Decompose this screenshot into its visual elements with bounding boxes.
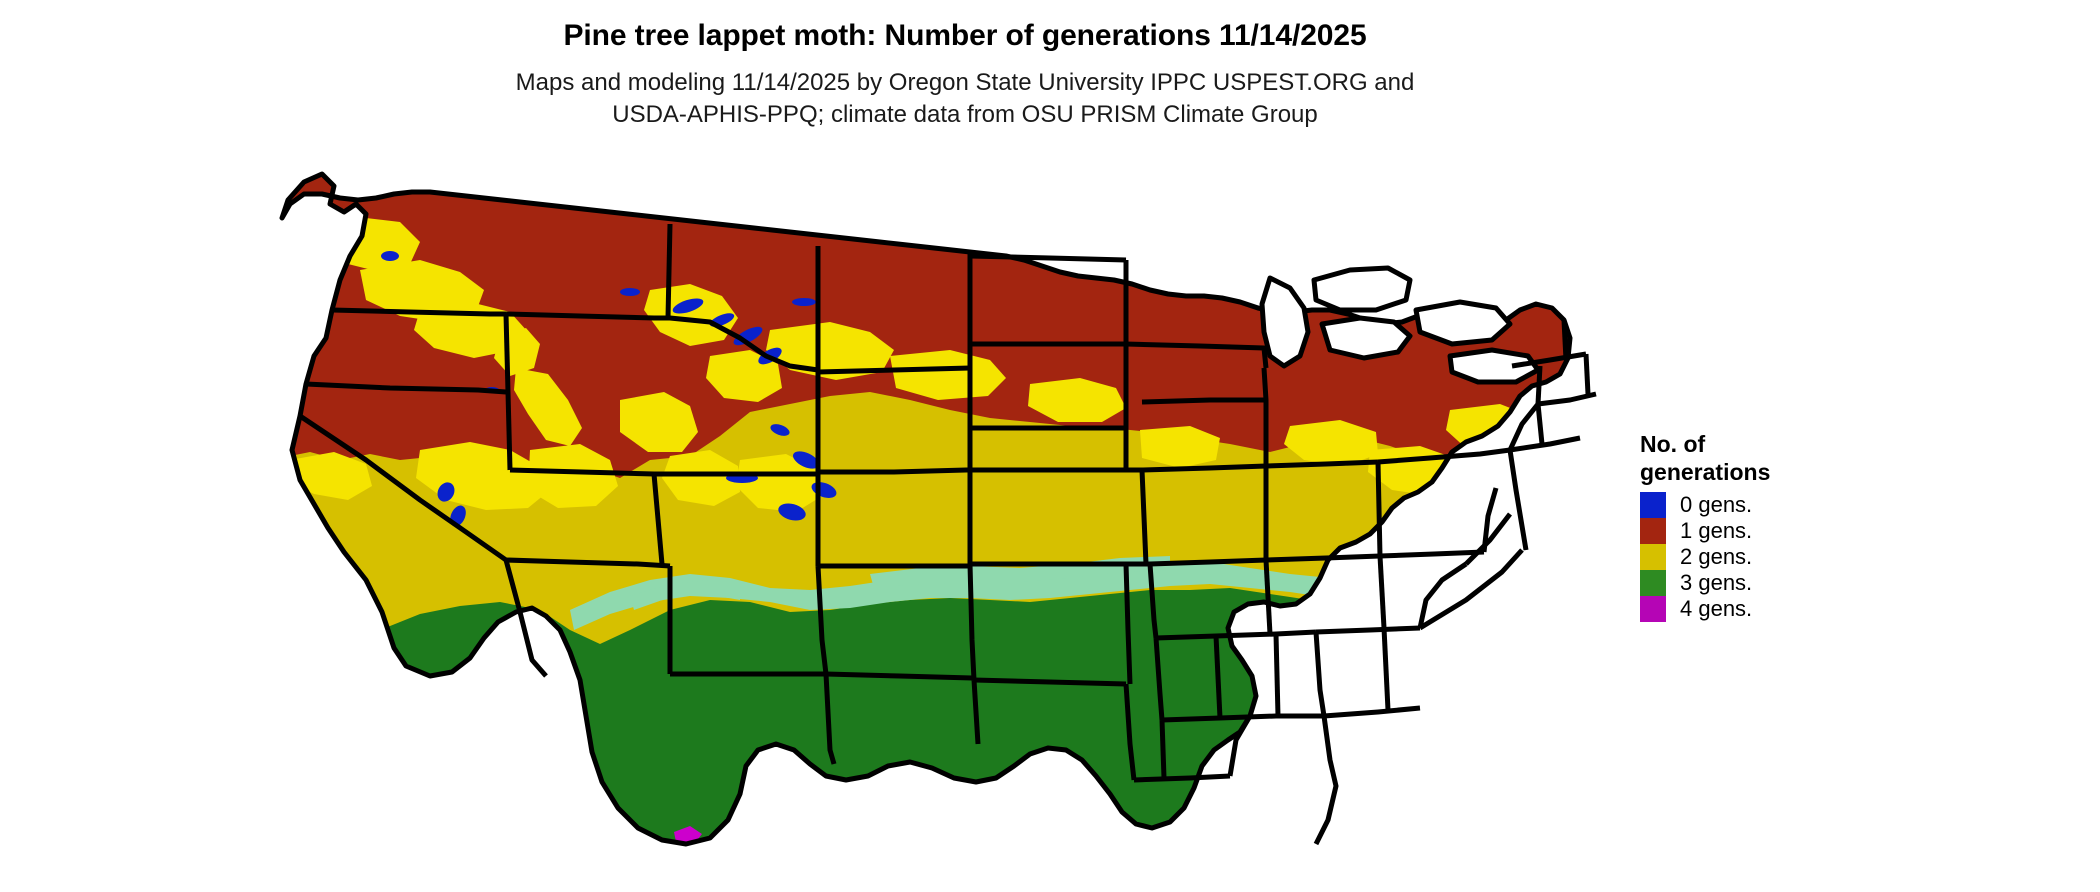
subtitle-line-2: USDA-APHIS-PPQ; climate data from OSU PR… (612, 101, 1318, 128)
legend-swatch-4-gens (1640, 596, 1666, 622)
legend-label-4-gens: 4 gens. (1680, 596, 1753, 621)
map-legend: No. of generations 0 gens. 1 gens. 2 gen… (1640, 430, 1900, 622)
legend-swatch-1-gens (1640, 518, 1666, 544)
legend-items: 0 gens. 1 gens. 2 gens. 3 gens. 4 gens. (1640, 492, 1900, 622)
title-block: Pine tree lappet moth: Number of generat… (0, 18, 1930, 131)
subtitle: Maps and modeling 11/14/2025 by Oregon S… (0, 67, 1930, 131)
legend-title-line-1: No. of (1640, 431, 1706, 457)
legend-item-2-gens[interactable]: 2 gens. (1640, 544, 1900, 570)
legend-item-3-gens[interactable]: 3 gens. (1640, 570, 1900, 596)
legend-label-1-gens: 1 gens. (1680, 518, 1753, 543)
legend-label-3-gens: 3 gens. (1680, 570, 1753, 595)
subtitle-line-1: Maps and modeling 11/14/2025 by Oregon S… (515, 69, 1415, 96)
page-title: Pine tree lappet moth: Number of generat… (563, 19, 1367, 52)
legend-label-2-gens: 2 gens. (1680, 544, 1753, 569)
map-canvas (279, 171, 1597, 847)
legend-label-0-gens: 0 gens. (1680, 492, 1753, 517)
legend-item-4-gens[interactable]: 4 gens. (1640, 596, 1900, 622)
legend-swatch-0-gens (1640, 492, 1666, 518)
legend-swatch-3-gens (1640, 570, 1666, 596)
legend-title-line-2: generations (1640, 459, 1771, 485)
legend-item-0-gens[interactable]: 0 gens. (1640, 492, 1900, 518)
state-boundaries (279, 171, 1597, 847)
legend-title: No. of generations (1640, 430, 1805, 486)
us-generations-map (270, 160, 1600, 880)
legend-swatch-2-gens (1640, 544, 1666, 570)
legend-item-1-gens[interactable]: 1 gens. (1640, 518, 1900, 544)
